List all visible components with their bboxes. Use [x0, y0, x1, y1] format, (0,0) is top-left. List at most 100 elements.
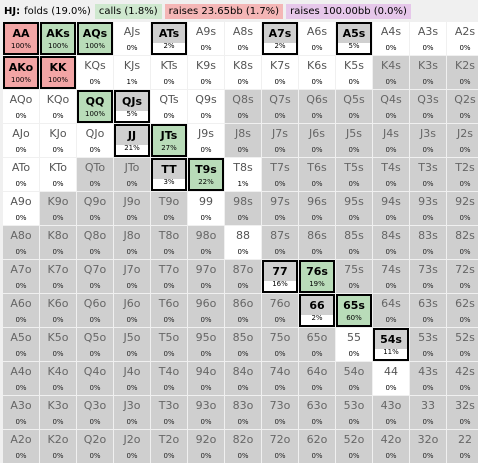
hand-cell-J9o[interactable]: J9o 0%	[114, 192, 150, 225]
hand-cell-K9o[interactable]: K9o 0%	[40, 192, 76, 225]
hand-cell-K3s[interactable]: K3s 0%	[410, 56, 446, 89]
hand-cell-QTo[interactable]: QTo 0%	[77, 158, 113, 191]
hand-cell-A2s[interactable]: A2s 0%	[447, 22, 478, 55]
hand-cell-82s[interactable]: 82s 0%	[447, 226, 478, 259]
hand-cell-ATs[interactable]: ATs 2%	[151, 22, 187, 55]
hand-cell-J5o[interactable]: J5o 0%	[114, 328, 150, 361]
hand-cell-J2s[interactable]: J2s 0%	[447, 124, 478, 157]
hand-cell-74o[interactable]: 74o 0%	[262, 362, 298, 395]
hand-cell-QJs[interactable]: QJs 5%	[114, 90, 150, 123]
hand-cell-K9s[interactable]: K9s 0%	[188, 56, 224, 89]
hand-cell-JTs[interactable]: JTs 27%	[151, 124, 187, 157]
hand-cell-AQs[interactable]: AQs 100%	[77, 22, 113, 55]
hand-cell-K6s[interactable]: K6s 0%	[299, 56, 335, 89]
hand-cell-Q3s[interactable]: Q3s 0%	[410, 90, 446, 123]
hand-cell-64s[interactable]: 64s 0%	[373, 294, 409, 327]
hand-cell-J2o[interactable]: J2o 0%	[114, 430, 150, 463]
hand-cell-AJs[interactable]: AJs 0%	[114, 22, 150, 55]
hand-cell-J5s[interactable]: J5s 0%	[336, 124, 372, 157]
hand-cell-97s[interactable]: 97s 0%	[262, 192, 298, 225]
hand-cell-K2o[interactable]: K2o 0%	[40, 430, 76, 463]
hand-cell-KK[interactable]: KK 100%	[40, 56, 76, 89]
hand-cell-A9o[interactable]: A9o 0%	[3, 192, 39, 225]
hand-cell-K7o[interactable]: K7o 0%	[40, 260, 76, 293]
hand-cell-65s[interactable]: 65s 60%	[336, 294, 372, 327]
hand-cell-QJo[interactable]: QJo 0%	[77, 124, 113, 157]
hand-cell-Q7s[interactable]: Q7s 0%	[262, 90, 298, 123]
hand-cell-K2s[interactable]: K2s 0%	[447, 56, 478, 89]
hand-cell-AJo[interactable]: AJo 0%	[3, 124, 39, 157]
hand-cell-Q5o[interactable]: Q5o 0%	[77, 328, 113, 361]
hand-cell-52o[interactable]: 52o 0%	[336, 430, 372, 463]
raise-small-legend[interactable]: raises 23.65bb (1.7%)	[164, 3, 284, 19]
hand-cell-K3o[interactable]: K3o 0%	[40, 396, 76, 429]
hand-cell-T7s[interactable]: T7s 0%	[262, 158, 298, 191]
hand-cell-42o[interactable]: 42o 0%	[373, 430, 409, 463]
hand-cell-J3s[interactable]: J3s 0%	[410, 124, 446, 157]
hand-cell-62s[interactable]: 62s 0%	[447, 294, 478, 327]
hand-cell-93o[interactable]: 93o 0%	[188, 396, 224, 429]
hand-cell-AKo[interactable]: AKo 100%	[3, 56, 39, 89]
hand-cell-75o[interactable]: 75o 0%	[262, 328, 298, 361]
hand-cell-43o[interactable]: 43o 0%	[373, 396, 409, 429]
hand-cell-73s[interactable]: 73s 0%	[410, 260, 446, 293]
hand-cell-K7s[interactable]: K7s 0%	[262, 56, 298, 89]
hand-cell-A6o[interactable]: A6o 0%	[3, 294, 39, 327]
hand-cell-Q5s[interactable]: Q5s 0%	[336, 90, 372, 123]
hand-cell-62o[interactable]: 62o 0%	[299, 430, 335, 463]
hand-cell-KJo[interactable]: KJo 0%	[40, 124, 76, 157]
hand-cell-96s[interactable]: 96s 0%	[299, 192, 335, 225]
hand-cell-T4s[interactable]: T4s 0%	[373, 158, 409, 191]
raise-big-legend[interactable]: raises 100.00bb (0.0%)	[286, 3, 411, 19]
hand-cell-Q2s[interactable]: Q2s 0%	[447, 90, 478, 123]
hand-cell-87s[interactable]: 87s 0%	[262, 226, 298, 259]
hand-cell-52s[interactable]: 52s 0%	[447, 328, 478, 361]
hand-cell-64o[interactable]: 64o 0%	[299, 362, 335, 395]
hand-cell-32o[interactable]: 32o 0%	[410, 430, 446, 463]
hand-cell-KJs[interactable]: KJs 1%	[114, 56, 150, 89]
hand-cell-T3o[interactable]: T3o 0%	[151, 396, 187, 429]
hand-cell-A6s[interactable]: A6s 0%	[299, 22, 335, 55]
hand-cell-A7s[interactable]: A7s 2%	[262, 22, 298, 55]
hand-cell-66[interactable]: 66 2%	[299, 294, 335, 327]
hand-cell-J7s[interactable]: J7s 0%	[262, 124, 298, 157]
hand-cell-K4s[interactable]: K4s 0%	[373, 56, 409, 89]
hand-cell-A7o[interactable]: A7o 0%	[3, 260, 39, 293]
hand-cell-K4o[interactable]: K4o 0%	[40, 362, 76, 395]
hand-cell-53s[interactable]: 53s 0%	[410, 328, 446, 361]
hand-cell-A3o[interactable]: A3o 0%	[3, 396, 39, 429]
hand-cell-T6o[interactable]: T6o 0%	[151, 294, 187, 327]
hand-cell-82o[interactable]: 82o 0%	[225, 430, 261, 463]
hand-cell-Q3o[interactable]: Q3o 0%	[77, 396, 113, 429]
hand-cell-65o[interactable]: 65o 0%	[299, 328, 335, 361]
hand-cell-86s[interactable]: 86s 0%	[299, 226, 335, 259]
hand-cell-T2s[interactable]: T2s 0%	[447, 158, 478, 191]
hand-cell-77[interactable]: 77 16%	[262, 260, 298, 293]
hand-cell-Q6o[interactable]: Q6o 0%	[77, 294, 113, 327]
hand-cell-Q4o[interactable]: Q4o 0%	[77, 362, 113, 395]
hand-cell-A5o[interactable]: A5o 0%	[3, 328, 39, 361]
hand-cell-J7o[interactable]: J7o 0%	[114, 260, 150, 293]
hand-cell-83o[interactable]: 83o 0%	[225, 396, 261, 429]
hand-cell-A4s[interactable]: A4s 0%	[373, 22, 409, 55]
hand-cell-76s[interactable]: 76s 19%	[299, 260, 335, 293]
hand-cell-AA[interactable]: AA 100%	[3, 22, 39, 55]
hand-cell-85o[interactable]: 85o 0%	[225, 328, 261, 361]
hand-cell-54s[interactable]: 54s 11%	[373, 328, 409, 361]
hand-cell-ATo[interactable]: ATo 0%	[3, 158, 39, 191]
hand-cell-A4o[interactable]: A4o 0%	[3, 362, 39, 395]
hand-cell-94s[interactable]: 94s 0%	[373, 192, 409, 225]
hand-cell-63o[interactable]: 63o 0%	[299, 396, 335, 429]
hand-cell-85s[interactable]: 85s 0%	[336, 226, 372, 259]
hand-cell-TT[interactable]: TT 3%	[151, 158, 187, 191]
hand-cell-T7o[interactable]: T7o 0%	[151, 260, 187, 293]
hand-cell-T8o[interactable]: T8o 0%	[151, 226, 187, 259]
hand-cell-87o[interactable]: 87o 0%	[225, 260, 261, 293]
hand-cell-92s[interactable]: 92s 0%	[447, 192, 478, 225]
hand-cell-97o[interactable]: 97o 0%	[188, 260, 224, 293]
hand-cell-95o[interactable]: 95o 0%	[188, 328, 224, 361]
hand-cell-53o[interactable]: 53o 0%	[336, 396, 372, 429]
hand-cell-J6o[interactable]: J6o 0%	[114, 294, 150, 327]
hand-cell-QQ[interactable]: QQ 100%	[77, 90, 113, 123]
hand-cell-AQo[interactable]: AQo 0%	[3, 90, 39, 123]
